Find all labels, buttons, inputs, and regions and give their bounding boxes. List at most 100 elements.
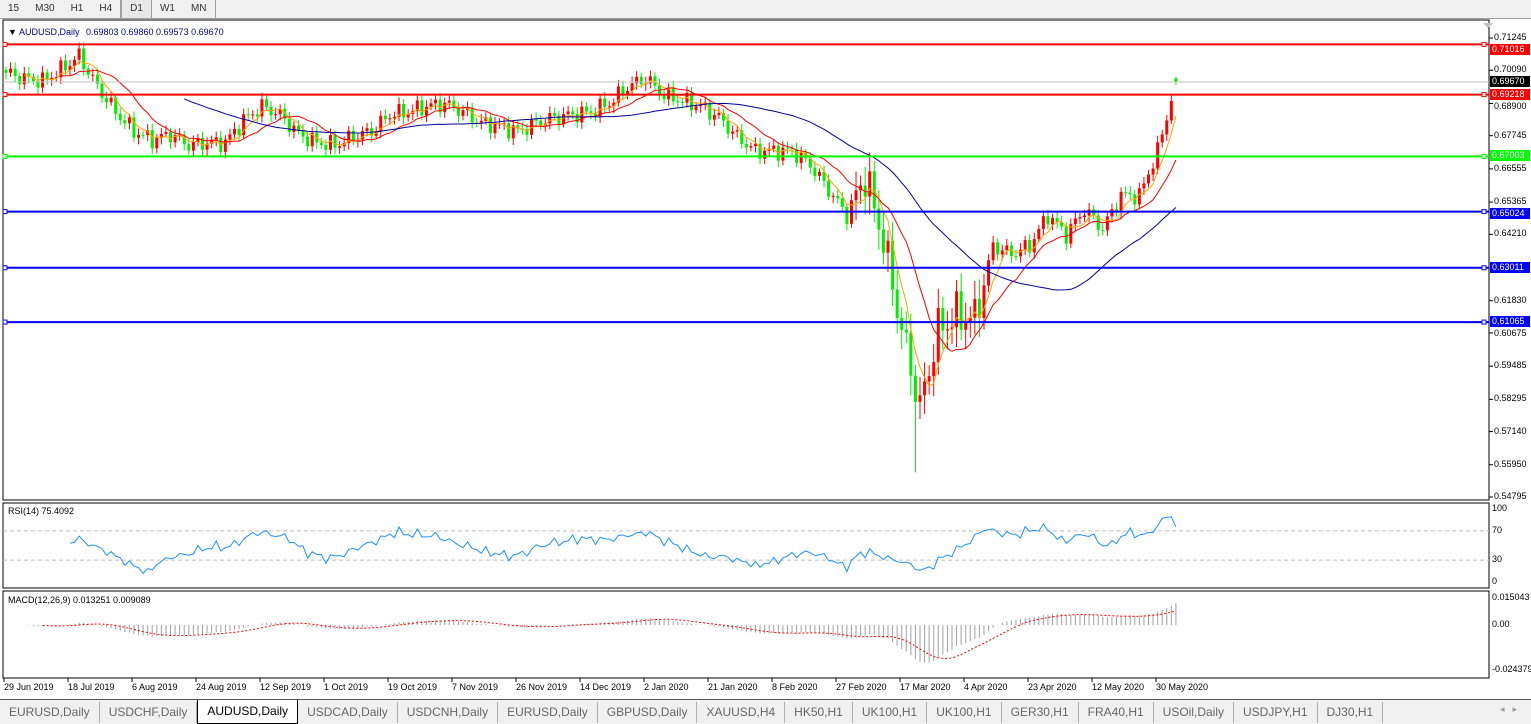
chart-tab[interactable]: GER30,H1 [1002, 702, 1079, 723]
chart-tab[interactable]: EURUSD,Daily [0, 702, 100, 723]
chart-tab[interactable]: EURUSD,Daily [498, 702, 598, 723]
candle-body [584, 106, 588, 112]
candle-body [721, 112, 725, 121]
candle-body [306, 136, 310, 147]
candle-body [260, 99, 264, 117]
chart-tab[interactable]: DJ30,H1 [1318, 702, 1384, 723]
candle-body [406, 113, 410, 118]
candle-body [319, 142, 323, 145]
candle-body [808, 158, 812, 168]
chart-tab[interactable]: HK50,H1 [785, 702, 853, 723]
candle-body [831, 195, 835, 197]
candle-body [484, 117, 488, 121]
candle-body [598, 98, 602, 117]
candle-body [63, 60, 67, 71]
price-tick-label: 0.58295 [1494, 393, 1527, 404]
candle-body [278, 108, 282, 115]
candle-body [1128, 192, 1132, 195]
candle-body [1105, 216, 1109, 231]
candle-body [182, 134, 186, 145]
candle-body [1000, 250, 1004, 255]
candle-body [36, 81, 40, 88]
tab-scroll-arrows-icon[interactable]: ◂▸ [1499, 704, 1525, 714]
timeframe-m30[interactable]: M30 [35, 3, 55, 14]
candle-body [50, 77, 54, 80]
chart-tab[interactable]: UK100,H1 [853, 702, 928, 723]
level-price-label: 0.71016 [1490, 44, 1530, 56]
candle-body [603, 98, 607, 107]
chart-tab[interactable]: USDCHF,Daily [100, 702, 198, 723]
candle-body [347, 130, 351, 144]
candle-body [420, 100, 424, 116]
price-tick-label: 0.71245 [1494, 32, 1527, 43]
candle-body [781, 147, 785, 161]
chart-tab[interactable]: FRA40,H1 [1079, 702, 1154, 723]
candle-body [210, 139, 214, 144]
timeframe-h1[interactable]: H1 [70, 3, 84, 14]
timeframe-mn[interactable]: MN [183, 0, 216, 18]
chart-tab[interactable]: UK100,H1 [927, 702, 1002, 723]
candle-body [1169, 101, 1173, 121]
candle-body [292, 125, 296, 132]
candle-body [977, 298, 981, 318]
candle-body [699, 105, 703, 107]
price-tick-label: 0.57140 [1494, 425, 1527, 436]
date-label: 6 Aug 2019 [132, 682, 178, 692]
candle-body [214, 137, 218, 140]
timeframe-15[interactable]: 15 [8, 3, 20, 14]
candle-body [1083, 215, 1087, 218]
chart-tab[interactable]: USOil,Daily [1154, 702, 1235, 723]
level-handle [1481, 319, 1487, 325]
candle-body [95, 74, 99, 84]
candle-body [571, 111, 575, 114]
timeframe-h4[interactable]: H4 [91, 0, 122, 18]
candle-body [594, 112, 598, 117]
candle-body [1110, 209, 1114, 217]
chart-tab[interactable]: USDCAD,Daily [298, 702, 398, 723]
candle-body [1037, 228, 1041, 240]
candle-body [13, 68, 17, 77]
chart-tab[interactable]: USDCNH,Daily [398, 702, 499, 723]
candle-body [562, 114, 566, 124]
candle-body [753, 143, 757, 147]
candle-body [955, 291, 959, 328]
macd-label: MACD(12,26,9) 0.013251 0.009089 [8, 595, 151, 605]
rsi-tick-label: 100 [1492, 503, 1508, 513]
candle-body [626, 91, 630, 94]
candle-body [228, 134, 232, 140]
chart-tab[interactable]: AUDUSD,Daily [197, 700, 299, 724]
candle-body [196, 137, 200, 142]
timeframe-d1[interactable]: D1 [121, 0, 152, 18]
chart-tab[interactable]: USDJPY,H1 [1234, 702, 1318, 723]
price-tick-label: 0.54795 [1494, 491, 1527, 501]
chart-tab[interactable]: XAUUSD,H4 [697, 702, 786, 723]
candle-body [205, 143, 209, 150]
candle-body [909, 332, 913, 376]
level-handle [1481, 265, 1487, 271]
candle-body [392, 116, 396, 119]
candle-body [859, 185, 863, 191]
candle-body [1023, 240, 1027, 250]
chart-tab[interactable]: GBPUSD,Daily [598, 702, 698, 723]
candle-body [694, 106, 698, 111]
candle-body [479, 120, 483, 123]
candle-body [1055, 217, 1059, 223]
level-price-label: 0.61065 [1490, 316, 1530, 328]
candle-body [269, 106, 273, 116]
candle-body [91, 74, 95, 76]
candle-body [982, 285, 986, 318]
candle-body [22, 73, 26, 85]
candle-body [86, 68, 90, 75]
candle-body [434, 99, 438, 104]
candle-body [324, 144, 328, 150]
shift-marker-icon [1483, 23, 1493, 28]
candle-body [763, 150, 767, 159]
candle-body [18, 76, 22, 85]
ma-fast-line [24, 60, 1177, 387]
chart-menu-triangle-icon[interactable]: ▼ [8, 27, 17, 37]
candle-body [534, 118, 538, 121]
price-tick-label: 0.61830 [1494, 294, 1527, 305]
candle-body [552, 113, 556, 116]
timeframe-w1[interactable]: W1 [159, 3, 175, 14]
